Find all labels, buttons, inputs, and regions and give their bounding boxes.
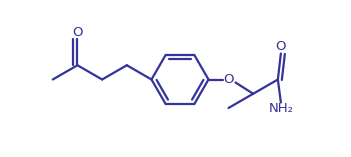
- Text: NH₂: NH₂: [269, 103, 293, 116]
- Text: O: O: [72, 26, 83, 39]
- Text: O: O: [276, 41, 286, 54]
- Text: O: O: [223, 73, 234, 86]
